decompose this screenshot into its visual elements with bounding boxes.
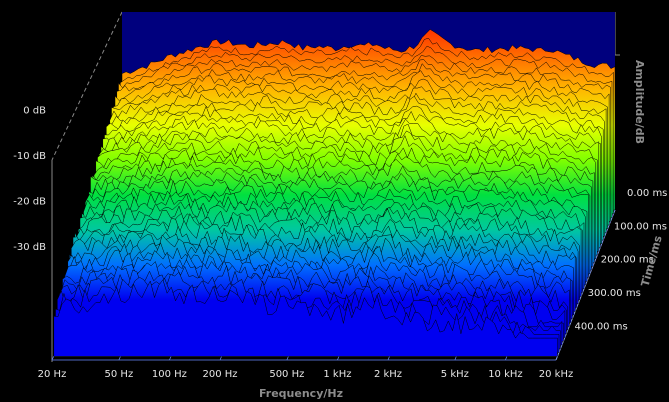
x-tick-label: 200 Hz: [202, 369, 237, 380]
x-tick-label: 2 kHz: [374, 369, 402, 380]
x-tick-label: 5 kHz: [441, 369, 469, 380]
y-tick-label: -30 dB: [13, 242, 46, 253]
z-tick-labels: 0.00 ms 100.00 ms 200.00 ms 300.00 ms 400.00…: [575, 188, 668, 332]
x-tick-label: 50 Hz: [105, 369, 134, 380]
y-tick-label: 0 dB: [23, 105, 46, 116]
x-tick-label: 20 Hz: [38, 369, 67, 380]
x-tick-label: 500 Hz: [269, 369, 304, 380]
y-tick-label: -10 dB: [13, 151, 46, 162]
z-tick-label: 300.00 ms: [588, 288, 641, 299]
z-tick-label: 400.00 ms: [575, 321, 628, 332]
x-tick-labels: 20 Hz 50 Hz 100 Hz 200 Hz 500 Hz 1 kHz 2 kHz 5 …: [38, 369, 574, 380]
x-axis-title: Frequency/Hz: [259, 387, 343, 400]
spectrum-slices: [53, 29, 616, 357]
spectrum-slice: [53, 279, 558, 357]
x-tick-label: 100 Hz: [152, 369, 187, 380]
z-tick-label: 0.00 ms: [627, 188, 667, 199]
z-tick-label: 100.00 ms: [614, 221, 667, 232]
x-tick-label: 20 kHz: [539, 369, 573, 380]
y-tick-label: -20 dB: [13, 196, 46, 207]
axis-edge: [51, 11, 123, 161]
x-tick-label: 10 kHz: [488, 369, 522, 380]
y-tick-labels: 0 dB -10 dB -20 dB -30 dB: [13, 105, 46, 253]
y-axis-title: Amplitude/dB: [633, 60, 646, 144]
z-tick-label: 200.00 ms: [601, 255, 654, 266]
x-tick-label: 1 kHz: [323, 369, 351, 380]
